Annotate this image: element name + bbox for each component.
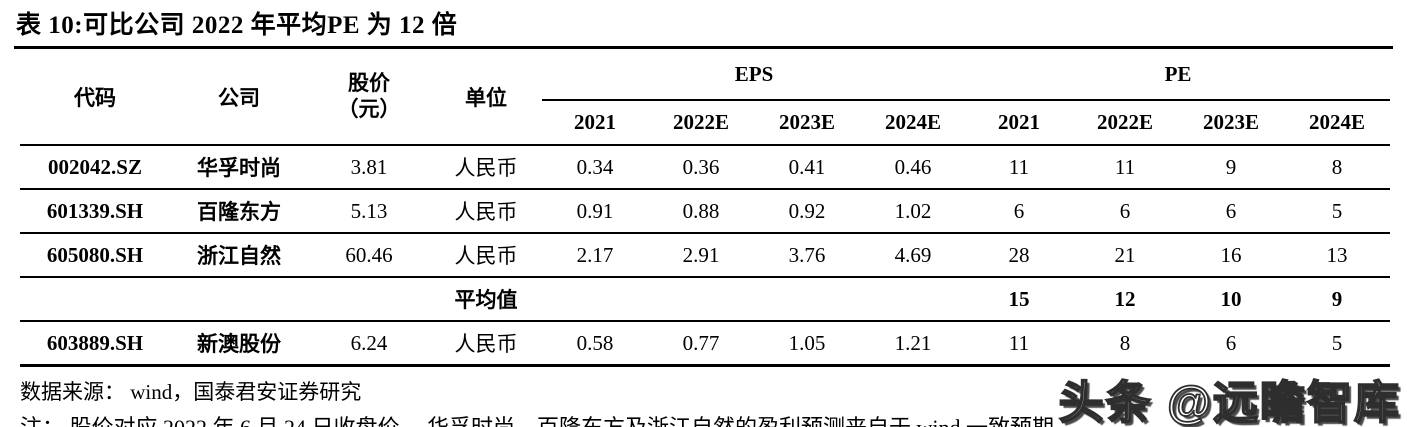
cell-company: 新澳股份 — [170, 321, 308, 367]
table-row: 002042.SZ 华孚时尚 3.81 人民币 0.34 0.36 0.41 0… — [20, 145, 1391, 190]
cell-pe-2022e: 21 — [1072, 233, 1179, 278]
cell-eps-2023e: 0.41 — [754, 145, 860, 190]
table-title: 表 10:可比公司 2022 年平均PE 为 12 倍 — [14, 0, 1393, 49]
cell-eps-2022e: 0.88 — [648, 189, 754, 234]
cell-unit: 人民币 — [430, 189, 542, 234]
cell-eps-2021: 2.17 — [542, 233, 648, 278]
table-row: 601339.SH 百隆东方 5.13 人民币 0.91 0.88 0.92 1… — [20, 189, 1391, 234]
cell-eps-2024e: 4.69 — [860, 233, 967, 278]
cell-pe-2021: 11 — [966, 145, 1073, 190]
cell-pe-2024e: 13 — [1284, 233, 1391, 278]
cell-unit: 人民币 — [430, 145, 542, 190]
cell-company: 百隆东方 — [170, 189, 308, 234]
cell-pe-2021: 15 — [966, 277, 1073, 322]
header-year-row: 2021 2022E 2023E 2024E 2021 2022E 2023E … — [20, 100, 1391, 146]
footnote-text: 注： 股价对应 2022 年 6 月 24 日收盘价， 华孚时尚、百隆东方及浙江… — [20, 410, 1407, 427]
cell-eps-2021: 0.58 — [542, 321, 648, 367]
cell-pe-2021: 28 — [966, 233, 1073, 278]
price-label-line2: （元） — [337, 96, 401, 121]
cell-eps-2024e — [860, 277, 967, 322]
cell-eps-2021 — [542, 277, 648, 322]
eps-year-2022e: 2022E — [648, 100, 754, 146]
eps-year-2023e: 2023E — [754, 100, 860, 146]
pe-year-2021: 2021 — [966, 100, 1073, 146]
cell-eps-2022e: 2.91 — [648, 233, 754, 278]
comparable-companies-table: 代码 公司 股价 （元） 单位 EPS PE 2021 2022E 2023E … — [20, 49, 1391, 367]
cell-company: 浙江自然 — [170, 233, 308, 278]
cell-eps-2024e: 0.46 — [860, 145, 967, 190]
cell-eps-2022e: 0.36 — [648, 145, 754, 190]
cell-pe-2024e: 5 — [1284, 321, 1391, 367]
cell-pe-2022e: 8 — [1072, 321, 1179, 367]
cell-code: 002042.SZ — [20, 145, 170, 190]
group-header-pe: PE — [966, 49, 1391, 101]
pe-year-2024e: 2024E — [1284, 100, 1391, 146]
col-header-price: 股价 （元） — [308, 49, 430, 146]
cell-pe-2023e: 10 — [1178, 277, 1285, 322]
data-source-text: 数据来源： wind，国泰君安证券研究 — [20, 380, 362, 404]
cell-eps-2023e — [754, 277, 860, 322]
cell-pe-2024e: 5 — [1284, 189, 1391, 234]
cell-eps-2022e: 0.77 — [648, 321, 754, 367]
pe-year-2023e: 2023E — [1178, 100, 1285, 146]
cell-eps-2022e — [648, 277, 754, 322]
cell-pe-2023e: 6 — [1178, 321, 1285, 367]
cell-price: 5.13 — [308, 189, 430, 234]
group-header-eps: EPS — [542, 49, 967, 101]
cell-eps-2023e: 1.05 — [754, 321, 860, 367]
cell-code — [20, 277, 170, 322]
cell-company — [170, 277, 308, 322]
cell-eps-2024e: 1.02 — [860, 189, 967, 234]
col-header-company: 公司 — [170, 49, 308, 146]
cell-eps-2021: 0.34 — [542, 145, 648, 190]
cell-price: 6.24 — [308, 321, 430, 367]
cell-pe-2023e: 16 — [1178, 233, 1285, 278]
cell-price: 60.46 — [308, 233, 430, 278]
cell-pe-2021: 6 — [966, 189, 1073, 234]
header-group-row: 代码 公司 股价 （元） 单位 EPS PE — [20, 49, 1391, 146]
col-header-code: 代码 — [20, 49, 170, 146]
cell-pe-2022e: 6 — [1072, 189, 1179, 234]
cell-pe-2024e: 8 — [1284, 145, 1391, 190]
table-row: 605080.SH 浙江自然 60.46 人民币 2.17 2.91 3.76 … — [20, 233, 1391, 278]
cell-eps-2023e: 0.92 — [754, 189, 860, 234]
cell-pe-2021: 11 — [966, 321, 1073, 367]
cell-pe-2023e: 9 — [1178, 145, 1285, 190]
table-row: 603889.SH 新澳股份 6.24 人民币 0.58 0.77 1.05 1… — [20, 321, 1391, 367]
cell-code: 603889.SH — [20, 321, 170, 367]
cell-price — [308, 277, 430, 322]
cell-pe-2024e: 9 — [1284, 277, 1391, 322]
cell-code: 605080.SH — [20, 233, 170, 278]
cell-code: 601339.SH — [20, 189, 170, 234]
cell-pe-2022e: 12 — [1072, 277, 1179, 322]
price-label-line1: 股价 — [348, 71, 390, 96]
cell-pe-2023e: 6 — [1178, 189, 1285, 234]
toutiao-watermark: 头条 @远瞻智库 — [1058, 376, 1401, 427]
cell-average-label: 平均值 — [430, 277, 542, 322]
cell-company: 华孚时尚 — [170, 145, 308, 190]
cell-unit: 人民币 — [430, 233, 542, 278]
cell-eps-2023e: 3.76 — [754, 233, 860, 278]
average-row: 平均值 15 12 10 9 — [20, 277, 1391, 322]
eps-year-2024e: 2024E — [860, 100, 967, 146]
col-header-unit: 单位 — [430, 49, 542, 146]
eps-year-2021: 2021 — [542, 100, 648, 146]
cell-pe-2022e: 11 — [1072, 145, 1179, 190]
cell-eps-2021: 0.91 — [542, 189, 648, 234]
cell-price: 3.81 — [308, 145, 430, 190]
cell-eps-2024e: 1.21 — [860, 321, 967, 367]
pe-year-2022e: 2022E — [1072, 100, 1179, 146]
cell-unit: 人民币 — [430, 321, 542, 367]
